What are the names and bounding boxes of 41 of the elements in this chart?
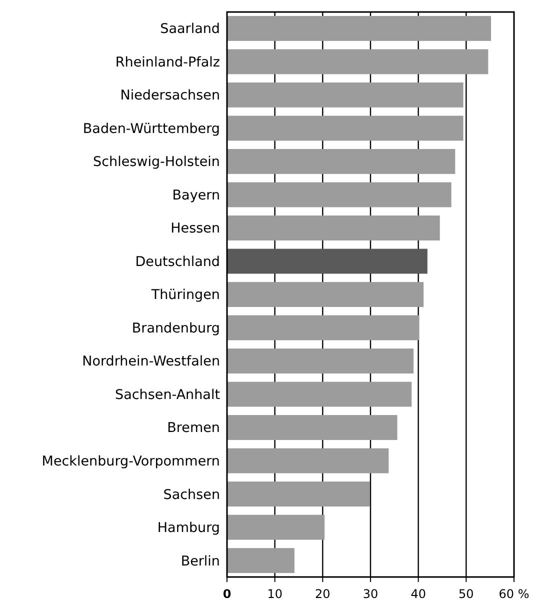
bar xyxy=(227,248,428,274)
bar xyxy=(227,82,464,108)
x-tick-label: 40 xyxy=(410,587,426,601)
bar xyxy=(227,382,412,407)
y-tick-label: Bremen xyxy=(167,420,220,436)
y-tick-label: Bayern xyxy=(172,187,220,204)
y-tick-label: Berlin xyxy=(180,553,220,570)
bar xyxy=(227,282,424,307)
bar xyxy=(227,216,440,240)
y-tick-label: Saarland xyxy=(160,21,220,38)
y-tick-label: Thüringen xyxy=(150,287,220,304)
y-tick-label: Sachsen xyxy=(163,486,220,503)
x-tick-label: 50 xyxy=(458,587,474,601)
x-tick-label: 60 % xyxy=(498,587,530,601)
y-tick-label: Nordrhein-Westfalen xyxy=(82,354,220,370)
bar xyxy=(227,149,456,174)
bar xyxy=(227,315,420,340)
y-tick-label: Deutschland xyxy=(135,254,220,270)
y-tick-label: Hamburg xyxy=(157,520,220,536)
bar xyxy=(227,348,414,374)
bar xyxy=(227,448,389,474)
bar xyxy=(227,116,464,141)
y-tick-label: Mecklenburg-Vorpommern xyxy=(42,454,220,470)
y-tick-label: Rheinland-Pfalz xyxy=(115,54,220,70)
bar xyxy=(227,182,452,208)
x-tick-label: 0 xyxy=(222,587,232,601)
bar xyxy=(227,415,398,440)
bar xyxy=(227,482,370,506)
y-tick-label: Hessen xyxy=(170,220,220,237)
bar xyxy=(227,514,325,540)
x-tick-label: 10 xyxy=(267,587,282,601)
y-tick-label: Sachsen-Anhalt xyxy=(115,386,220,403)
y-tick-label: Brandenburg xyxy=(132,320,220,336)
x-tick-label: 30 xyxy=(362,587,378,601)
bar xyxy=(227,49,488,74)
bar xyxy=(227,548,294,574)
y-tick-label: Niedersachsen xyxy=(120,88,220,104)
y-tick-label: Baden-Württemberg xyxy=(82,120,220,137)
bar xyxy=(227,16,492,41)
y-tick-label: Schleswig-Holstein xyxy=(93,154,220,170)
x-tick-label: 20 xyxy=(315,587,330,601)
